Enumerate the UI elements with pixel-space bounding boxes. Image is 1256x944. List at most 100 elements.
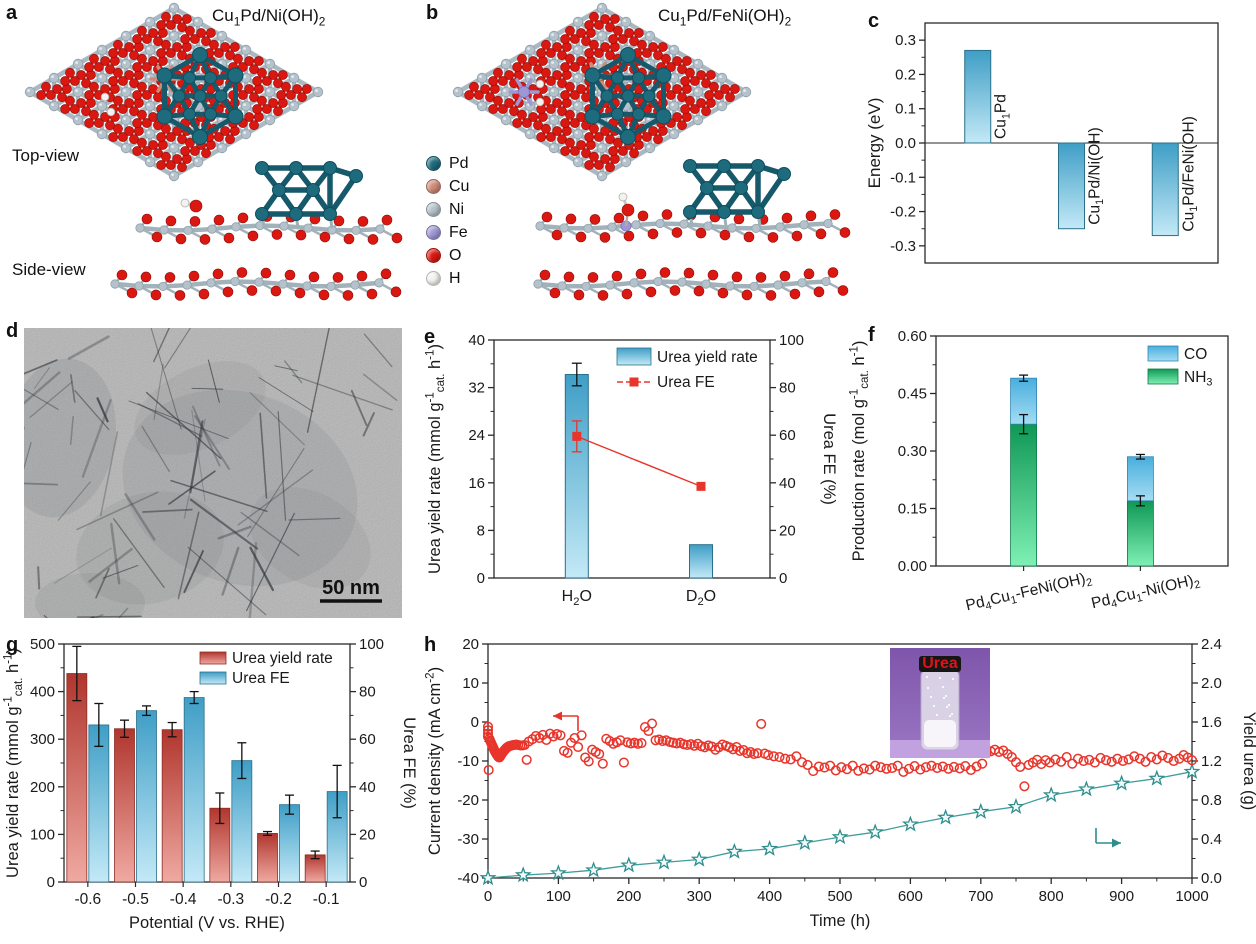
svg-text:0.60: 0.60: [898, 328, 927, 345]
o-atom-swatch: [426, 248, 441, 263]
vial-cap: [919, 656, 961, 672]
svg-text:60: 60: [359, 731, 376, 748]
svg-text:40: 40: [779, 475, 796, 492]
panel-e: e 0 8 16 24 32 40 0 20 40 60 80 100 H2O D2O Urea yield…: [420, 320, 840, 630]
ni-atom-swatch: [426, 202, 441, 217]
svg-text:Yield urea (g): Yield urea (g): [1240, 712, 1256, 810]
yield-star: [901, 815, 919, 832]
yield-star: [937, 808, 955, 825]
yield-star: [725, 842, 743, 859]
yield-bar: [257, 833, 278, 883]
svg-text:Potential (V vs. RHE): Potential (V vs. RHE): [129, 914, 285, 932]
svg-text:200: 200: [616, 888, 641, 905]
svg-text:Urea yield rate: Urea yield rate: [657, 349, 758, 366]
svg-text:-30: -30: [457, 831, 479, 848]
svg-text:800: 800: [1039, 888, 1064, 905]
yield-star: [1077, 780, 1095, 797]
cu-atom-swatch: [426, 179, 441, 194]
panel-a: a Cu1Pd/Ni(OH)2 Top-view Side-view: [0, 0, 420, 320]
svg-text:0.8: 0.8: [1201, 792, 1222, 809]
production-plot: 0.00 0.15 0.30 0.45 0.60 Pd4Cu1-FeNi(OH)2Pd4C…: [849, 328, 1229, 614]
atom-legend-item: O: [426, 244, 469, 267]
yield-star: [1042, 786, 1060, 803]
svg-text:100: 100: [30, 826, 55, 843]
svg-text:600: 600: [898, 888, 923, 905]
svg-text:-0.6: -0.6: [74, 891, 101, 908]
svg-text:Urea: Urea: [922, 655, 958, 672]
svg-text:0.1: 0.1: [895, 101, 916, 118]
panel-h: h 0 100 200 300 400 500 600 700 800 900 1000 20 10 0-…: [420, 630, 1256, 944]
energy-bar: [1058, 142, 1085, 230]
svg-text:400: 400: [30, 684, 55, 701]
panel-g-label: g: [6, 634, 19, 656]
svg-text:-0.5: -0.5: [122, 891, 149, 908]
svg-text:-20: -20: [457, 792, 479, 809]
yield-star: [1183, 762, 1201, 779]
top-view-label: Top-view: [12, 146, 80, 165]
fe-bar: [88, 724, 110, 883]
svg-text:900: 900: [1109, 888, 1134, 905]
svg-text:Energy (eV): Energy (eV): [865, 98, 884, 189]
yield-star: [514, 866, 532, 883]
legend: CO NH3: [1147, 345, 1212, 389]
svg-text:2.0: 2.0: [1201, 675, 1222, 692]
atom-legend-label: Ni: [449, 200, 465, 218]
svg-text:-10: -10: [457, 753, 479, 770]
svg-text:0.2: 0.2: [895, 66, 916, 83]
h-atom: [535, 97, 545, 107]
panel-b: b Cu1Pd/FeNi(OH)2 Pd Cu Ni Fe O H: [420, 0, 860, 320]
yield-bar: [114, 728, 135, 883]
pd-cluster-side: [255, 161, 363, 229]
svg-text:-0.2: -0.2: [265, 891, 292, 908]
urea-powder: [924, 720, 956, 747]
atom-legend-item: Ni: [426, 198, 469, 221]
atom-legend-item: Cu: [426, 175, 469, 198]
hydroxide-layer: [533, 267, 849, 301]
svg-text:24: 24: [468, 427, 485, 444]
svg-text:Urea FE: Urea FE: [657, 374, 715, 391]
panel-e-label: e: [424, 326, 436, 348]
svg-text:2.4: 2.4: [1201, 636, 1222, 653]
legend: Urea yield rate Urea FE: [199, 650, 333, 687]
structure-a-diagram: [24, 2, 403, 301]
pd-cluster-top: [584, 47, 672, 145]
svg-text:Urea FE (%): Urea FE (%): [820, 413, 838, 505]
hydroxide-layer: [535, 209, 851, 243]
svg-text:10: 10: [462, 675, 479, 692]
h-atom-swatch: [426, 271, 441, 286]
svg-text:60: 60: [779, 427, 796, 444]
yield-star: [796, 833, 814, 851]
yield-star: [866, 823, 884, 840]
svg-text:0: 0: [471, 714, 479, 731]
yield-star: [1007, 797, 1025, 815]
svg-text:-40: -40: [457, 870, 479, 887]
svg-text:1000: 1000: [1175, 888, 1208, 905]
panel-d-label: d: [6, 320, 19, 342]
potential-plot: 0 100 200 300 400 500 0 20 40 60 80 100 -0.6 -0.5 -0.4…: [3, 636, 418, 932]
nh3-bar: [1010, 423, 1038, 567]
svg-text:NH3: NH3: [1184, 369, 1212, 389]
yield-fe-plot: 0 8 16 24 32 40 0 20 40 60 80 100 H2O D2O Urea yield r…: [425, 332, 838, 608]
svg-text:0.3: 0.3: [895, 32, 916, 49]
svg-text:CO: CO: [1184, 346, 1207, 363]
svg-text:500: 500: [827, 888, 852, 905]
pd-atom-swatch: [426, 156, 441, 171]
h-atom: [100, 92, 110, 102]
atom-legend-label: Pd: [449, 154, 469, 172]
yield-star: [620, 856, 638, 873]
svg-text:-0.3: -0.3: [217, 891, 244, 908]
pd-cluster-side: [683, 159, 791, 227]
svg-text:300: 300: [30, 731, 55, 748]
oh-molecule: [180, 198, 203, 213]
yield-bar: [66, 673, 88, 883]
legend: Urea yield rate Urea FE: [616, 347, 758, 391]
yield-star: [972, 802, 990, 819]
urea-photo-inset: Urea: [890, 648, 990, 758]
svg-text:100: 100: [546, 888, 571, 905]
svg-text:H2O: H2O: [562, 588, 592, 608]
left-axis-arrow: [553, 711, 579, 731]
pd-cluster-top: [156, 47, 244, 145]
svg-text:Urea FE (%): Urea FE (%): [400, 717, 418, 809]
panel-c: c 0.3 0.2 0.1 0.0 -0.1 -0.2 -0.3 Cu1Pd Cu1Pd/Ni(…: [860, 0, 1256, 320]
